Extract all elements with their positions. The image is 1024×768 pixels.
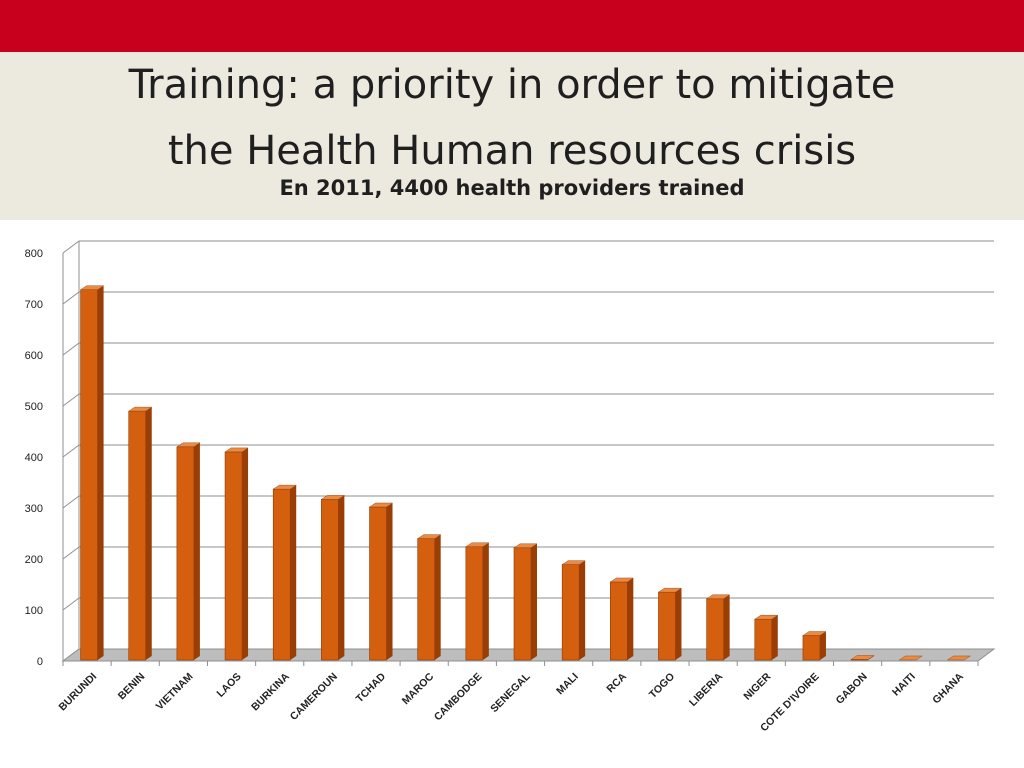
gridline-side bbox=[62, 291, 80, 305]
bar-side bbox=[771, 615, 778, 660]
bar-top bbox=[609, 577, 634, 583]
bar bbox=[754, 618, 773, 661]
gridline-side bbox=[62, 444, 80, 458]
bar-top bbox=[561, 560, 586, 565]
bar-top bbox=[657, 587, 683, 593]
bar bbox=[465, 546, 484, 661]
bar bbox=[610, 581, 628, 661]
x-tick-label: BENIN bbox=[116, 671, 148, 703]
bar-side bbox=[386, 502, 393, 660]
y-tick-label: 800 bbox=[25, 248, 43, 260]
gridline-side bbox=[62, 240, 80, 254]
x-tick-label: MALI bbox=[554, 671, 581, 698]
bar bbox=[224, 451, 243, 661]
bar-side bbox=[434, 534, 441, 660]
bar bbox=[417, 538, 435, 661]
bar-side bbox=[579, 560, 586, 660]
bar-top bbox=[368, 502, 394, 508]
x-tick-label: CAMBODGE bbox=[432, 671, 485, 724]
x-tick-label: HAITI bbox=[890, 671, 918, 699]
bar-top bbox=[754, 614, 779, 620]
gridline-side bbox=[62, 393, 80, 407]
y-tick-label: 500 bbox=[25, 401, 43, 413]
bar-top bbox=[128, 406, 153, 412]
x-tick-label: VIETNAM bbox=[154, 670, 196, 712]
y-tick-label: 400 bbox=[25, 452, 43, 464]
bar-side bbox=[482, 542, 489, 660]
y-tick-label: 0 bbox=[37, 656, 43, 668]
y-tick-label: 200 bbox=[25, 554, 43, 566]
title-line-2: the Health Human resources crisis bbox=[167, 128, 857, 174]
y-tick-label: 600 bbox=[25, 350, 43, 362]
bar-top bbox=[705, 594, 731, 599]
top-accent-bar bbox=[0, 0, 1024, 52]
x-tick-label: GHANA bbox=[930, 670, 966, 706]
bar-top bbox=[224, 447, 249, 453]
bar bbox=[369, 506, 387, 661]
x-tick-label: NIGER bbox=[741, 670, 773, 702]
y-tick-label: 700 bbox=[25, 299, 43, 311]
bar-top bbox=[513, 543, 538, 548]
x-tick-label: GABON bbox=[834, 671, 870, 707]
bar-top bbox=[417, 534, 442, 539]
bar-top bbox=[946, 655, 972, 661]
bar bbox=[802, 635, 821, 661]
bar-side bbox=[819, 631, 826, 660]
x-tick-label: MAROC bbox=[400, 670, 437, 707]
bar-side bbox=[242, 447, 249, 660]
title-line-1: Training: a priority in order to mitigat… bbox=[128, 62, 896, 108]
bar bbox=[272, 488, 291, 661]
bar-side bbox=[338, 495, 345, 660]
bar-chart: 0 100 200 300 400 500 600 700 800 BURUNDI BENIN VIE… bbox=[25, 240, 996, 734]
bar bbox=[513, 547, 532, 661]
x-tick-label: BURUNDI bbox=[56, 671, 99, 714]
x-tick-label: TOGO bbox=[647, 671, 677, 701]
slide-title: Training: a priority in order to mitigat… bbox=[0, 52, 1024, 184]
slide-subtitle: En 2011, 4400 health providers trained bbox=[279, 176, 745, 200]
bar bbox=[561, 564, 580, 661]
bar-top bbox=[898, 655, 923, 661]
bar-side bbox=[193, 442, 200, 660]
bar-side bbox=[290, 485, 297, 660]
x-tick-label: TCHAD bbox=[354, 670, 389, 705]
x-tick-label: LIBERIA bbox=[687, 670, 725, 708]
bar-side bbox=[531, 543, 537, 660]
bar-side bbox=[97, 285, 104, 660]
bar-side bbox=[723, 594, 730, 660]
y-tick-label: 300 bbox=[25, 503, 43, 515]
x-tick-label: CAMEROUN bbox=[288, 671, 340, 723]
bar bbox=[80, 289, 98, 661]
x-tick-label: RCA bbox=[604, 670, 629, 695]
x-tick-label: SENEGAL bbox=[488, 670, 533, 715]
x-tick-label: LAOS bbox=[215, 671, 244, 700]
gridline-side bbox=[62, 597, 80, 611]
bar-side bbox=[145, 407, 152, 660]
bar-top bbox=[176, 442, 201, 448]
bar-side bbox=[627, 577, 634, 660]
bar-top bbox=[79, 285, 105, 290]
bar-top bbox=[850, 655, 875, 660]
bar-top bbox=[272, 484, 297, 490]
bar-side bbox=[675, 588, 682, 660]
header-band bbox=[0, 52, 1024, 220]
x-tick-label: BURKINA bbox=[249, 670, 292, 713]
gridline-side bbox=[62, 546, 80, 560]
bar bbox=[658, 591, 676, 661]
gridline-side bbox=[62, 495, 80, 509]
bar-top bbox=[802, 631, 827, 636]
bar-top bbox=[465, 542, 490, 547]
gridline-side bbox=[62, 342, 80, 356]
bar bbox=[321, 499, 339, 661]
bar bbox=[128, 410, 147, 661]
bar bbox=[176, 446, 195, 661]
y-tick-label: 100 bbox=[25, 605, 43, 617]
bar-top bbox=[320, 495, 346, 500]
bar bbox=[706, 598, 724, 661]
